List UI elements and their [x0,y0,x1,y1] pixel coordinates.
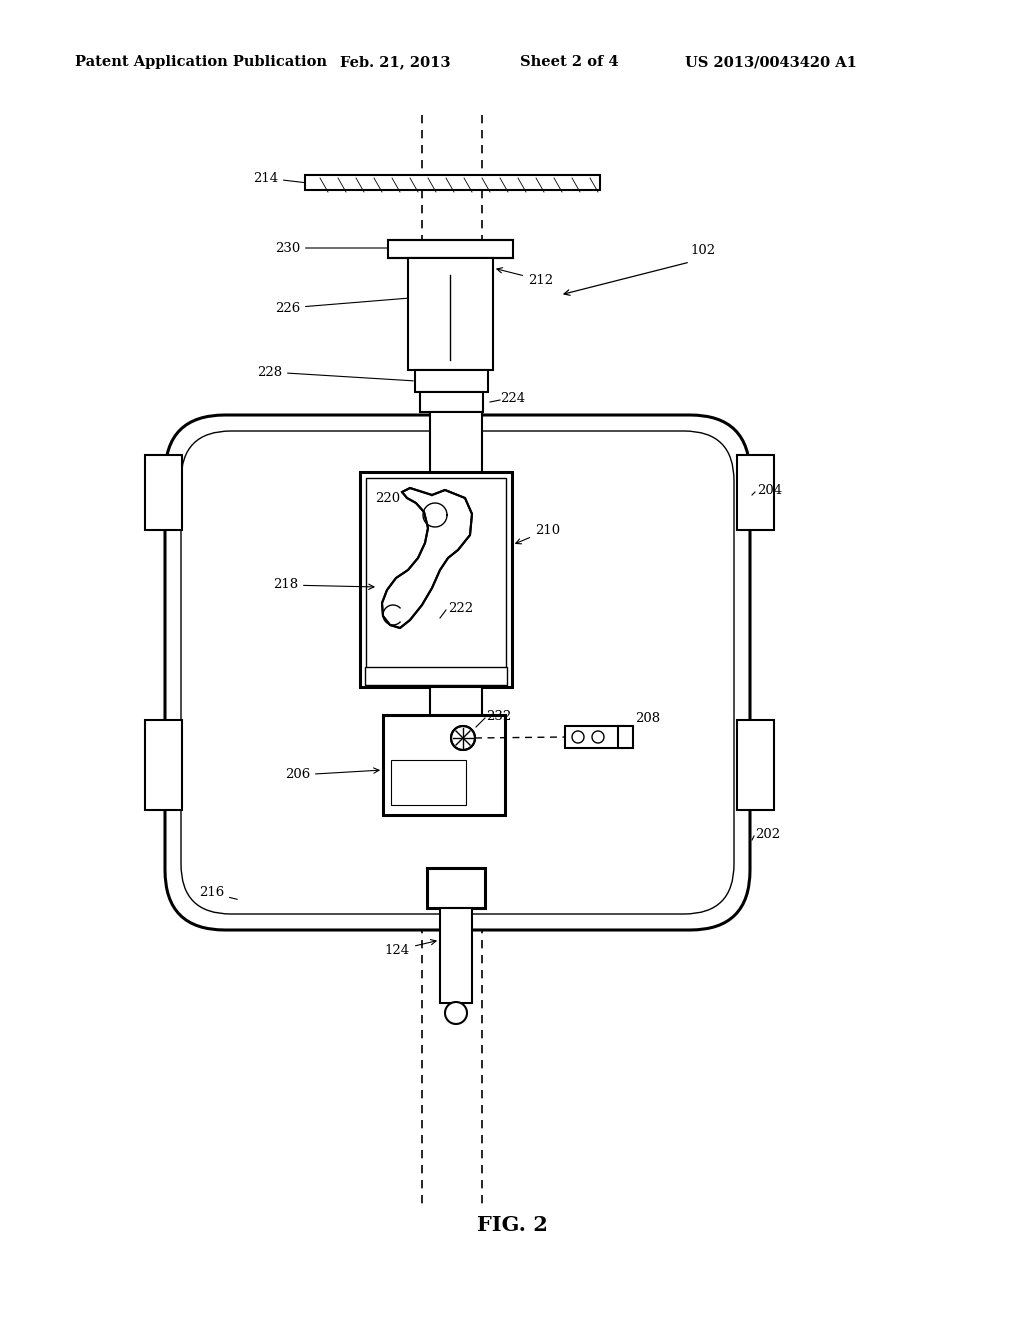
Text: 208: 208 [635,711,660,725]
Bar [430,412,482,473]
Bar [415,370,488,392]
Text: 102: 102 [690,243,715,256]
Bar [145,455,182,531]
Bar [427,869,485,908]
Text: 206: 206 [285,768,379,781]
Text: Sheet 2 of 4: Sheet 2 of 4 [520,55,618,69]
Text: 212: 212 [497,268,553,286]
Text: 232: 232 [486,710,511,722]
Text: 202: 202 [755,829,780,842]
Text: 228: 228 [257,366,414,381]
Text: 218: 218 [272,578,374,591]
Bar [365,667,507,685]
Text: 222: 222 [449,602,473,615]
Text: 214: 214 [253,172,305,185]
Text: 224: 224 [500,392,525,404]
Bar [366,478,506,681]
Text: US 2013/0043420 A1: US 2013/0043420 A1 [685,55,857,69]
Polygon shape [445,1002,467,1024]
Bar [383,715,505,814]
Text: FIG. 2: FIG. 2 [476,1214,548,1236]
Bar [388,240,513,257]
Polygon shape [451,726,475,750]
FancyBboxPatch shape [181,432,734,913]
Bar [440,908,472,1003]
Bar [420,392,483,412]
Bar [305,176,600,190]
FancyBboxPatch shape [165,414,750,931]
Text: 210: 210 [516,524,560,544]
Bar [360,473,512,686]
Text: 220: 220 [375,491,400,504]
Polygon shape [572,731,584,743]
Bar [391,760,466,805]
Text: Feb. 21, 2013: Feb. 21, 2013 [340,55,451,69]
Bar [618,726,633,748]
Bar [737,719,774,810]
Polygon shape [382,488,472,628]
Text: 226: 226 [274,298,408,314]
Text: 230: 230 [274,242,387,255]
Text: 124: 124 [385,940,436,957]
Bar [145,719,182,810]
Text: Patent Application Publication: Patent Application Publication [75,55,327,69]
Text: 216: 216 [199,887,238,899]
Bar [430,686,482,715]
Text: 204: 204 [757,483,782,496]
Polygon shape [592,731,604,743]
Bar [737,455,774,531]
Bar [408,257,493,370]
Bar [565,726,623,748]
